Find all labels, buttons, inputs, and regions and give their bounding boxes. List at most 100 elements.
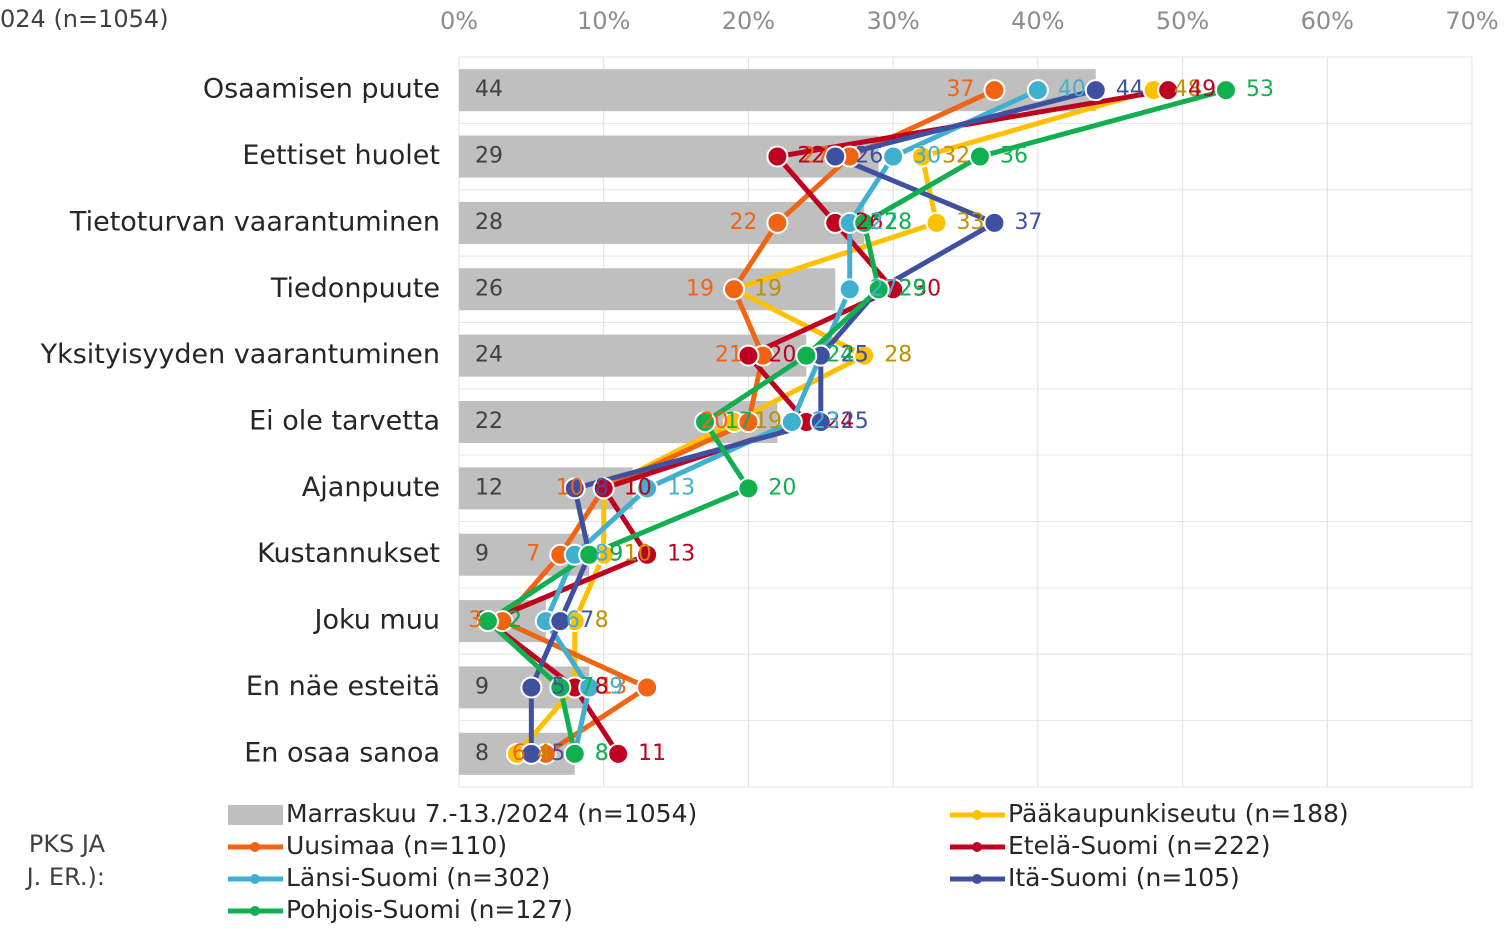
point-value-label: 10 xyxy=(624,475,652,500)
point-value-label: 9 xyxy=(609,542,623,567)
chart-title: 024 (n=1054) xyxy=(0,5,169,33)
point-value-label: 19 xyxy=(754,276,782,301)
legend-swatch xyxy=(972,874,982,884)
point-value-label: 48 xyxy=(1174,77,1202,102)
series-point xyxy=(824,145,847,168)
series-point xyxy=(563,477,586,500)
point-value-label: 7 xyxy=(580,608,594,633)
side-note: J. ER.): xyxy=(25,863,105,891)
point-value-label: 25 xyxy=(841,343,869,368)
point-value-label: 8 xyxy=(595,674,609,699)
series-point xyxy=(968,145,991,168)
point-value-label: 28 xyxy=(884,210,912,235)
series-point xyxy=(520,676,543,699)
category-label: Tietoturvan vaarantuminen xyxy=(69,206,440,237)
series-point xyxy=(549,610,572,633)
bar-value-label: 28 xyxy=(475,210,503,235)
legend-label: Marraskuu 7.-13./2024 (n=1054) xyxy=(286,799,697,828)
series-point xyxy=(592,477,615,500)
point-value-label: 29 xyxy=(899,276,927,301)
legend-swatch xyxy=(250,874,260,884)
point-value-label: 27 xyxy=(870,210,898,235)
legend-swatch xyxy=(250,906,260,916)
series-point xyxy=(795,344,818,367)
point-value-label: 26 xyxy=(855,144,883,169)
point-value-label: 27 xyxy=(802,144,830,169)
point-value-label: 4 xyxy=(537,741,551,766)
point-value-label: 30 xyxy=(913,276,941,301)
point-value-label: 24 xyxy=(826,343,854,368)
point-value-label: 6 xyxy=(512,741,526,766)
point-value-label: 28 xyxy=(884,343,912,368)
point-value-label: 53 xyxy=(1246,77,1274,102)
points xyxy=(476,79,1237,765)
point-value-label: 13 xyxy=(599,674,627,699)
x-tick-label: 20% xyxy=(722,7,775,35)
point-value-label: 5 xyxy=(551,674,565,699)
legend-label: Itä-Suomi (n=105) xyxy=(1008,863,1240,892)
series-point xyxy=(983,79,1006,102)
side-note: PKS JA xyxy=(29,830,106,858)
point-value-label: 17 xyxy=(725,409,753,434)
point-value-label: 33 xyxy=(957,210,985,235)
series-point xyxy=(853,344,876,367)
series-point xyxy=(911,145,934,168)
series-point xyxy=(549,676,572,699)
series-point xyxy=(983,211,1006,234)
legend-swatch xyxy=(228,805,283,825)
bar-value-label: 44 xyxy=(475,77,503,102)
bar-value-label: 8 xyxy=(475,741,489,766)
series-point xyxy=(1157,79,1180,102)
bar-value-label: 22 xyxy=(475,409,503,434)
series-point xyxy=(780,411,803,433)
category-label: En näe esteitä xyxy=(246,671,440,702)
series-point xyxy=(563,742,586,765)
series-point xyxy=(925,211,948,234)
point-value-label: 2 xyxy=(508,608,522,633)
point-value-label: 9 xyxy=(609,674,623,699)
bar-value-label: 29 xyxy=(475,144,503,169)
series-point xyxy=(766,145,789,168)
series-point xyxy=(1026,79,1049,102)
value-labels: 4832331928191010884372722192120107313649… xyxy=(468,77,1274,766)
series-point xyxy=(607,742,630,765)
point-value-label: 2 xyxy=(508,608,522,633)
series-point xyxy=(636,543,659,566)
series-point xyxy=(722,278,745,301)
point-value-label: 22 xyxy=(729,210,757,235)
category-label: Ei ole tarvetta xyxy=(249,406,440,437)
point-value-label: 20 xyxy=(700,409,728,434)
point-value-label: 27 xyxy=(870,276,898,301)
x-tick-label: 0% xyxy=(440,7,478,35)
category-label: En osaa sanoa xyxy=(244,737,440,768)
point-value-label: 30 xyxy=(913,144,941,169)
x-tick-label: 30% xyxy=(866,7,919,35)
point-value-label: 8 xyxy=(595,674,609,699)
x-tick-label: 10% xyxy=(577,7,630,35)
series-point xyxy=(853,211,876,234)
bar-value-label: 9 xyxy=(475,542,489,567)
point-value-label: 44 xyxy=(1116,77,1144,102)
point-value-label: 25 xyxy=(841,409,869,434)
category-label: Eettiset huolet xyxy=(242,140,440,171)
series-point xyxy=(882,145,905,168)
bar-value-label: 26 xyxy=(475,276,503,301)
point-value-label: 20 xyxy=(768,475,796,500)
legend-swatch xyxy=(250,842,260,852)
series-point xyxy=(809,411,832,433)
legend-swatch xyxy=(972,842,982,852)
point-value-label: 6 xyxy=(566,608,580,633)
point-value-label: 7 xyxy=(580,674,594,699)
point-value-label: 32 xyxy=(942,144,970,169)
point-value-label: 8 xyxy=(595,542,609,567)
point-value-label: 19 xyxy=(686,276,714,301)
point-value-label: 11 xyxy=(638,741,666,766)
point-value-label: 37 xyxy=(946,77,974,102)
legend-label: Länsi-Suomi (n=302) xyxy=(286,863,550,892)
point-value-label: 10 xyxy=(624,475,652,500)
point-value-label: 26 xyxy=(855,210,883,235)
point-value-label: 8 xyxy=(595,475,609,500)
category-label: Joku muu xyxy=(312,605,440,636)
series-point xyxy=(578,543,601,566)
